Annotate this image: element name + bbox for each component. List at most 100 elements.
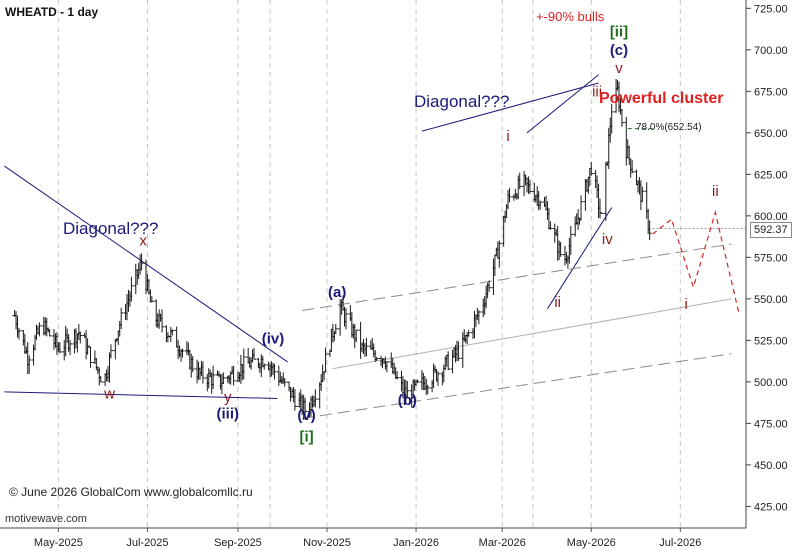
price-bar xyxy=(466,329,471,338)
price-bar xyxy=(37,322,42,337)
y-tick-label: 625.00 xyxy=(754,169,788,181)
wave-label: v xyxy=(615,60,623,77)
price-bar xyxy=(446,351,451,371)
wave-label: w xyxy=(103,385,115,402)
wave-label: ii xyxy=(712,183,719,200)
price-bar xyxy=(221,372,226,384)
y-tick-label: 500.00 xyxy=(754,377,788,389)
x-tick-label: Jan-2026 xyxy=(393,537,439,549)
y-tick-label: 525.00 xyxy=(754,335,788,347)
chart-title: WHEATD - 1 day xyxy=(5,5,99,19)
brand-watermark: motivewave.com xyxy=(5,513,87,525)
price-bar xyxy=(78,331,83,344)
x-tick-label: May-2026 xyxy=(567,537,616,549)
wave-label: i xyxy=(684,296,687,313)
price-bar xyxy=(343,308,348,330)
y-tick-label: 675.00 xyxy=(754,86,788,98)
price-bar xyxy=(384,361,389,373)
price-bar xyxy=(497,240,502,268)
wave-label: (a) xyxy=(328,284,346,301)
y-tick-label: 650.00 xyxy=(754,128,788,140)
y-tick-label: 600.00 xyxy=(754,211,788,223)
price-bar xyxy=(200,361,205,384)
price-bar xyxy=(47,329,52,337)
price-bar xyxy=(374,356,379,361)
price-bar xyxy=(538,200,543,210)
price-bar xyxy=(282,378,287,387)
trendline xyxy=(547,207,613,310)
price-axis: 425.00 450.00 475.00 500.00 525.00 550.00 575.… xyxy=(745,0,788,528)
projection-line xyxy=(652,210,740,313)
y-tick-label: 550.00 xyxy=(754,294,788,306)
price-bar xyxy=(558,242,563,257)
price-bar xyxy=(333,323,338,334)
y-tick-label: 475.00 xyxy=(754,418,788,430)
price-bar xyxy=(568,225,573,255)
wave-label: x xyxy=(139,233,147,250)
price-bar xyxy=(170,329,175,336)
price-bar xyxy=(27,355,32,374)
price-bar xyxy=(395,371,400,380)
price-bar xyxy=(108,344,113,359)
wave-label: y xyxy=(224,389,232,406)
price-bar xyxy=(272,363,277,380)
diagonal-annotation-right: Diagonal??? xyxy=(414,92,510,111)
price-bars xyxy=(12,78,652,420)
price-bar xyxy=(364,337,369,357)
wave-label: (v) xyxy=(297,407,315,424)
wave-label: i xyxy=(506,128,509,145)
price-bar xyxy=(640,186,645,202)
price-bar xyxy=(599,212,604,214)
price-bar xyxy=(303,397,308,420)
price-bar xyxy=(68,340,73,356)
price-bar xyxy=(435,371,440,386)
trendline xyxy=(526,74,599,134)
price-bar xyxy=(292,389,297,411)
price-bar xyxy=(262,363,267,370)
price-bar xyxy=(527,179,532,194)
price-bar xyxy=(456,341,461,362)
y-tick-label: 700.00 xyxy=(754,45,788,57)
price-bar xyxy=(119,307,124,329)
price-bar xyxy=(190,355,195,373)
price-bar xyxy=(517,172,522,190)
price-bar xyxy=(57,342,62,354)
price-bar xyxy=(476,310,481,325)
trendline xyxy=(4,391,278,399)
x-tick-label: Jul-2026 xyxy=(659,537,701,549)
cluster-annotation: Powerful cluster xyxy=(599,90,724,107)
wave-label: (c) xyxy=(610,42,628,59)
wave-label: (iii) xyxy=(216,405,239,422)
price-bar xyxy=(619,109,624,127)
price-bar xyxy=(647,220,652,241)
price-bar xyxy=(139,253,144,271)
x-tick-label: Sep-2025 xyxy=(214,537,262,549)
price-bar xyxy=(149,296,154,303)
price-bar xyxy=(211,365,216,390)
y-tick-label: 575.00 xyxy=(754,252,788,264)
price-bar xyxy=(129,276,134,302)
last-price-tag: 592.37 xyxy=(750,222,792,238)
price-bar xyxy=(609,103,614,134)
wave-label: [ii] xyxy=(610,24,628,41)
wave-label: iii xyxy=(592,83,602,100)
wave-label: (iv) xyxy=(262,331,285,348)
wave-label: ii xyxy=(554,294,561,311)
trendline xyxy=(421,82,599,132)
x-tick-label: Jul-2025 xyxy=(126,537,168,549)
time-axis: May-2025 Jul-2025 Sep-2025 Nov-2025 Jan-2026… xyxy=(0,527,746,549)
retracement-label: 78.0%(652.54) xyxy=(636,122,702,133)
price-bar xyxy=(252,348,257,360)
price-bar xyxy=(16,327,21,340)
price-bar xyxy=(313,389,318,408)
price-bar xyxy=(241,348,246,380)
trendline xyxy=(302,243,732,311)
wave-label: (b) xyxy=(398,392,417,409)
price-bar xyxy=(425,384,430,395)
x-tick-label: Mar-2026 xyxy=(479,537,526,549)
price-bar xyxy=(180,348,185,358)
price-bar xyxy=(589,161,594,176)
x-tick-label: May-2025 xyxy=(34,537,83,549)
price-bar xyxy=(323,347,328,373)
